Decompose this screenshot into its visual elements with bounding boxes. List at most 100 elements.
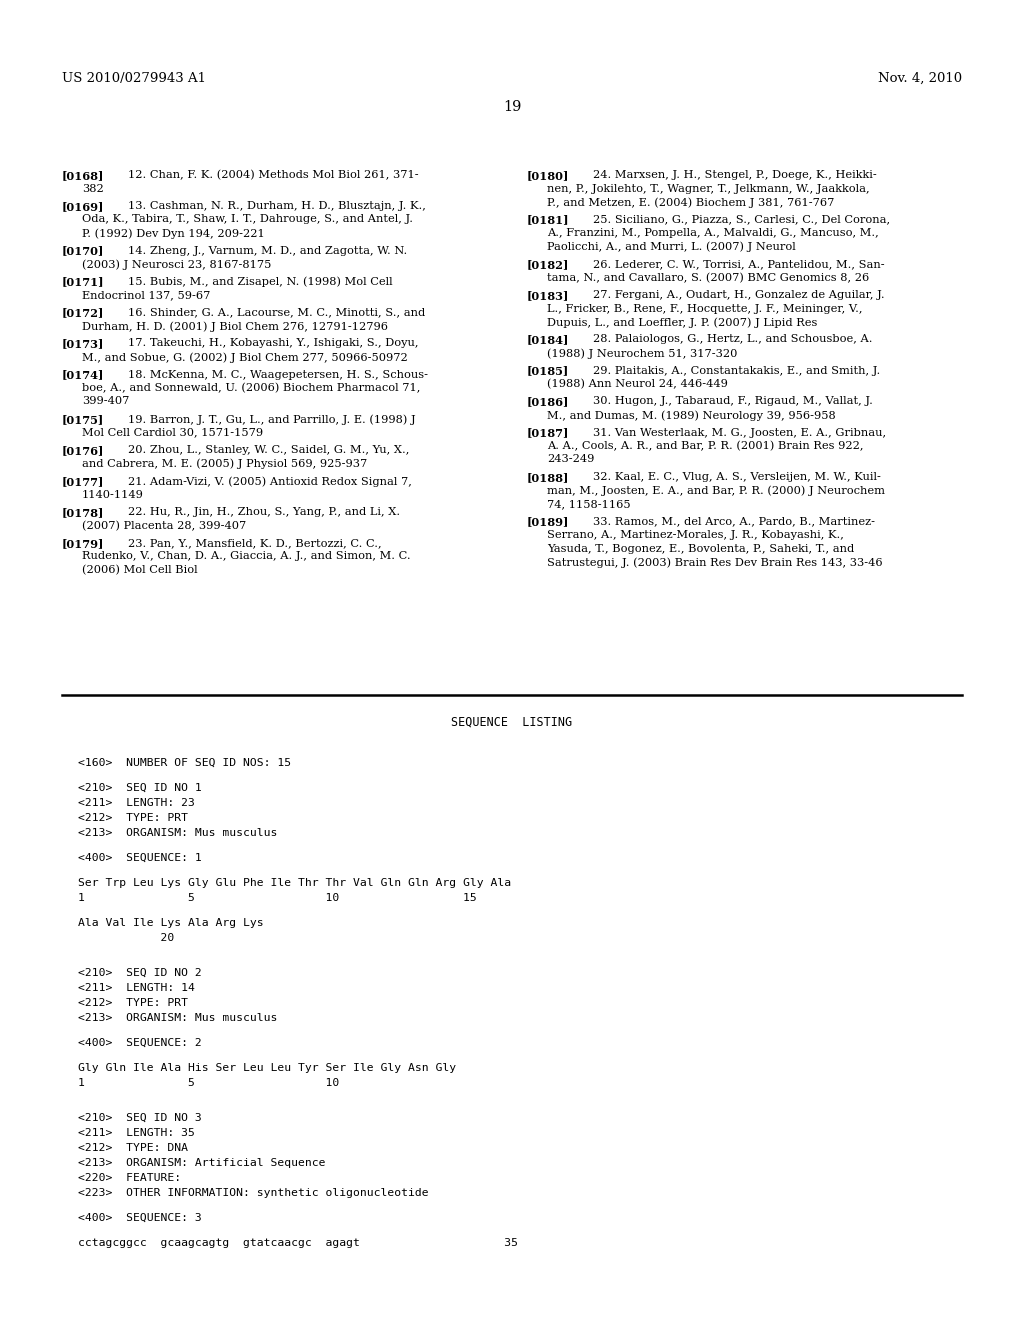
- Text: boe, A., and Sonnewald, U. (2006) Biochem Pharmacol 71,: boe, A., and Sonnewald, U. (2006) Bioche…: [82, 383, 421, 393]
- Text: 33. Ramos, M., del Arco, A., Pardo, B., Martinez-: 33. Ramos, M., del Arco, A., Pardo, B., …: [593, 516, 874, 527]
- Text: cctagcggcc  gcaagcagtg  gtatcaacgc  agagt                     35: cctagcggcc gcaagcagtg gtatcaacgc agagt 3…: [78, 1238, 518, 1247]
- Text: US 2010/0279943 A1: US 2010/0279943 A1: [62, 73, 206, 84]
- Text: tama, N., and Cavallaro, S. (2007) BMC Genomics 8, 26: tama, N., and Cavallaro, S. (2007) BMC G…: [547, 272, 869, 282]
- Text: (1988) J Neurochem 51, 317-320: (1988) J Neurochem 51, 317-320: [547, 348, 737, 359]
- Text: 24. Marxsen, J. H., Stengel, P., Doege, K., Heikki-: 24. Marxsen, J. H., Stengel, P., Doege, …: [593, 170, 877, 180]
- Text: [0168]: [0168]: [62, 170, 104, 181]
- Text: [0188]: [0188]: [527, 473, 569, 483]
- Text: 1               5                   10: 1 5 10: [78, 1078, 339, 1088]
- Text: Paolicchi, A., and Murri, L. (2007) J Neurol: Paolicchi, A., and Murri, L. (2007) J Ne…: [547, 242, 796, 252]
- Text: Satrustegui, J. (2003) Brain Res Dev Brain Res 143, 33-46: Satrustegui, J. (2003) Brain Res Dev Bra…: [547, 557, 883, 568]
- Text: 1               5                   10                  15: 1 5 10 15: [78, 894, 477, 903]
- Text: and Cabrera, M. E. (2005) J Physiol 569, 925-937: and Cabrera, M. E. (2005) J Physiol 569,…: [82, 458, 368, 469]
- Text: [0182]: [0182]: [527, 259, 569, 271]
- Text: [0189]: [0189]: [527, 516, 569, 528]
- Text: 32. Kaal, E. C., Vlug, A. S., Versleijen, M. W., Kuil-: 32. Kaal, E. C., Vlug, A. S., Versleijen…: [593, 473, 881, 482]
- Text: man, M., Joosten, E. A., and Bar, P. R. (2000) J Neurochem: man, M., Joosten, E. A., and Bar, P. R. …: [547, 486, 885, 496]
- Text: [0172]: [0172]: [62, 308, 104, 318]
- Text: [0173]: [0173]: [62, 338, 104, 350]
- Text: <213>  ORGANISM: Mus musculus: <213> ORGANISM: Mus musculus: [78, 1012, 278, 1023]
- Text: <223>  OTHER INFORMATION: synthetic oligonucleotide: <223> OTHER INFORMATION: synthetic oligo…: [78, 1188, 429, 1199]
- Text: 27. Fergani, A., Oudart, H., Gonzalez de Aguilar, J.: 27. Fergani, A., Oudart, H., Gonzalez de…: [593, 290, 885, 300]
- Text: 19: 19: [503, 100, 521, 114]
- Text: 14. Zheng, J., Varnum, M. D., and Zagotta, W. N.: 14. Zheng, J., Varnum, M. D., and Zagott…: [128, 246, 408, 256]
- Text: Mol Cell Cardiol 30, 1571-1579: Mol Cell Cardiol 30, 1571-1579: [82, 428, 263, 437]
- Text: 17. Takeuchi, H., Kobayashi, Y., Ishigaki, S., Doyu,: 17. Takeuchi, H., Kobayashi, Y., Ishigak…: [128, 338, 419, 348]
- Text: <212>  TYPE: PRT: <212> TYPE: PRT: [78, 813, 188, 822]
- Text: Yasuda, T., Bogonez, E., Bovolenta, P., Saheki, T., and: Yasuda, T., Bogonez, E., Bovolenta, P., …: [547, 544, 854, 553]
- Text: SEQUENCE  LISTING: SEQUENCE LISTING: [452, 715, 572, 729]
- Text: L., Fricker, B., Rene, F., Hocquette, J. F., Meininger, V.,: L., Fricker, B., Rene, F., Hocquette, J.…: [547, 304, 862, 314]
- Text: M., and Sobue, G. (2002) J Biol Chem 277, 50966-50972: M., and Sobue, G. (2002) J Biol Chem 277…: [82, 352, 408, 363]
- Text: Rudenko, V., Chan, D. A., Giaccia, A. J., and Simon, M. C.: Rudenko, V., Chan, D. A., Giaccia, A. J.…: [82, 552, 411, 561]
- Text: 22. Hu, R., Jin, H., Zhou, S., Yang, P., and Li, X.: 22. Hu, R., Jin, H., Zhou, S., Yang, P.,…: [128, 507, 400, 517]
- Text: 19. Barron, J. T., Gu, L., and Parrillo, J. E. (1998) J: 19. Barron, J. T., Gu, L., and Parrillo,…: [128, 414, 416, 425]
- Text: [0174]: [0174]: [62, 370, 104, 380]
- Text: 399-407: 399-407: [82, 396, 129, 407]
- Text: Ser Trp Leu Lys Gly Glu Phe Ile Thr Thr Val Gln Gln Arg Gly Ala: Ser Trp Leu Lys Gly Glu Phe Ile Thr Thr …: [78, 878, 511, 888]
- Text: [0187]: [0187]: [527, 428, 569, 438]
- Text: 382: 382: [82, 183, 103, 194]
- Text: [0185]: [0185]: [527, 366, 569, 376]
- Text: <211>  LENGTH: 23: <211> LENGTH: 23: [78, 799, 195, 808]
- Text: [0176]: [0176]: [62, 445, 104, 455]
- Text: Serrano, A., Martinez-Morales, J. R., Kobayashi, K.,: Serrano, A., Martinez-Morales, J. R., Ko…: [547, 531, 844, 540]
- Text: <160>  NUMBER OF SEQ ID NOS: 15: <160> NUMBER OF SEQ ID NOS: 15: [78, 758, 291, 768]
- Text: [0181]: [0181]: [527, 214, 569, 226]
- Text: 23. Pan, Y., Mansfield, K. D., Bertozzi, C. C.,: 23. Pan, Y., Mansfield, K. D., Bertozzi,…: [128, 539, 382, 548]
- Text: (1988) Ann Neurol 24, 446-449: (1988) Ann Neurol 24, 446-449: [547, 379, 728, 389]
- Text: <220>  FEATURE:: <220> FEATURE:: [78, 1173, 181, 1183]
- Text: P. (1992) Dev Dyn 194, 209-221: P. (1992) Dev Dyn 194, 209-221: [82, 228, 265, 239]
- Text: A. A., Cools, A. R., and Bar, P. R. (2001) Brain Res 922,: A. A., Cools, A. R., and Bar, P. R. (200…: [547, 441, 863, 451]
- Text: 12. Chan, F. K. (2004) Methods Mol Biol 261, 371-: 12. Chan, F. K. (2004) Methods Mol Biol …: [128, 170, 419, 181]
- Text: nen, P., Jokilehto, T., Wagner, T., Jelkmann, W., Jaakkola,: nen, P., Jokilehto, T., Wagner, T., Jelk…: [547, 183, 869, 194]
- Text: A., Franzini, M., Pompella, A., Malvaldi, G., Mancuso, M.,: A., Franzini, M., Pompella, A., Malvaldi…: [547, 228, 879, 238]
- Text: <211>  LENGTH: 14: <211> LENGTH: 14: [78, 983, 195, 993]
- Text: 1140-1149: 1140-1149: [82, 490, 144, 499]
- Text: 18. McKenna, M. C., Waagepetersen, H. S., Schous-: 18. McKenna, M. C., Waagepetersen, H. S.…: [128, 370, 428, 380]
- Text: [0171]: [0171]: [62, 276, 104, 288]
- Text: 20. Zhou, L., Stanley, W. C., Saidel, G. M., Yu, X.,: 20. Zhou, L., Stanley, W. C., Saidel, G.…: [128, 445, 410, 455]
- Text: P., and Metzen, E. (2004) Biochem J 381, 761-767: P., and Metzen, E. (2004) Biochem J 381,…: [547, 197, 835, 207]
- Text: 25. Siciliano, G., Piazza, S., Carlesi, C., Del Corona,: 25. Siciliano, G., Piazza, S., Carlesi, …: [593, 214, 890, 224]
- Text: <213>  ORGANISM: Mus musculus: <213> ORGANISM: Mus musculus: [78, 828, 278, 838]
- Text: Endocrinol 137, 59-67: Endocrinol 137, 59-67: [82, 290, 210, 300]
- Text: 20: 20: [78, 933, 174, 942]
- Text: <400>  SEQUENCE: 2: <400> SEQUENCE: 2: [78, 1038, 202, 1048]
- Text: <210>  SEQ ID NO 2: <210> SEQ ID NO 2: [78, 968, 202, 978]
- Text: [0186]: [0186]: [527, 396, 569, 408]
- Text: 21. Adam-Vizi, V. (2005) Antioxid Redox Signal 7,: 21. Adam-Vizi, V. (2005) Antioxid Redox …: [128, 477, 412, 487]
- Text: Durham, H. D. (2001) J Biol Chem 276, 12791-12796: Durham, H. D. (2001) J Biol Chem 276, 12…: [82, 321, 388, 331]
- Text: <211>  LENGTH: 35: <211> LENGTH: 35: [78, 1129, 195, 1138]
- Text: 28. Palaiologos, G., Hertz, L., and Schousboe, A.: 28. Palaiologos, G., Hertz, L., and Scho…: [593, 334, 872, 345]
- Text: [0169]: [0169]: [62, 201, 104, 213]
- Text: 15. Bubis, M., and Zisapel, N. (1998) Mol Cell: 15. Bubis, M., and Zisapel, N. (1998) Mo…: [128, 276, 392, 286]
- Text: [0178]: [0178]: [62, 507, 104, 517]
- Text: Nov. 4, 2010: Nov. 4, 2010: [878, 73, 962, 84]
- Text: [0170]: [0170]: [62, 246, 104, 256]
- Text: 30. Hugon, J., Tabaraud, F., Rigaud, M., Vallat, J.: 30. Hugon, J., Tabaraud, F., Rigaud, M.,…: [593, 396, 872, 407]
- Text: <212>  TYPE: PRT: <212> TYPE: PRT: [78, 998, 188, 1008]
- Text: 16. Shinder, G. A., Lacourse, M. C., Minotti, S., and: 16. Shinder, G. A., Lacourse, M. C., Min…: [128, 308, 425, 318]
- Text: <400>  SEQUENCE: 1: <400> SEQUENCE: 1: [78, 853, 202, 863]
- Text: M., and Dumas, M. (1989) Neurology 39, 956-958: M., and Dumas, M. (1989) Neurology 39, 9…: [547, 411, 836, 421]
- Text: <210>  SEQ ID NO 1: <210> SEQ ID NO 1: [78, 783, 202, 793]
- Text: 74, 1158-1165: 74, 1158-1165: [547, 499, 631, 510]
- Text: [0179]: [0179]: [62, 539, 104, 549]
- Text: (2003) J Neurosci 23, 8167-8175: (2003) J Neurosci 23, 8167-8175: [82, 259, 271, 269]
- Text: [0180]: [0180]: [527, 170, 569, 181]
- Text: Dupuis, L., and Loeffler, J. P. (2007) J Lipid Res: Dupuis, L., and Loeffler, J. P. (2007) J…: [547, 317, 817, 327]
- Text: Oda, K., Tabira, T., Shaw, I. T., Dahrouge, S., and Antel, J.: Oda, K., Tabira, T., Shaw, I. T., Dahrou…: [82, 214, 413, 224]
- Text: Ala Val Ile Lys Ala Arg Lys: Ala Val Ile Lys Ala Arg Lys: [78, 917, 263, 928]
- Text: 26. Lederer, C. W., Torrisi, A., Pantelidou, M., San-: 26. Lederer, C. W., Torrisi, A., Panteli…: [593, 259, 885, 269]
- Text: <213>  ORGANISM: Artificial Sequence: <213> ORGANISM: Artificial Sequence: [78, 1158, 326, 1168]
- Text: 243-249: 243-249: [547, 454, 594, 465]
- Text: (2006) Mol Cell Biol: (2006) Mol Cell Biol: [82, 565, 198, 576]
- Text: <212>  TYPE: DNA: <212> TYPE: DNA: [78, 1143, 188, 1152]
- Text: [0175]: [0175]: [62, 414, 104, 425]
- Text: 29. Plaitakis, A., Constantakakis, E., and Smith, J.: 29. Plaitakis, A., Constantakakis, E., a…: [593, 366, 881, 375]
- Text: Gly Gln Ile Ala His Ser Leu Leu Tyr Ser Ile Gly Asn Gly: Gly Gln Ile Ala His Ser Leu Leu Tyr Ser …: [78, 1063, 456, 1073]
- Text: [0183]: [0183]: [527, 290, 569, 301]
- Text: [0177]: [0177]: [62, 477, 104, 487]
- Text: <400>  SEQUENCE: 3: <400> SEQUENCE: 3: [78, 1213, 202, 1224]
